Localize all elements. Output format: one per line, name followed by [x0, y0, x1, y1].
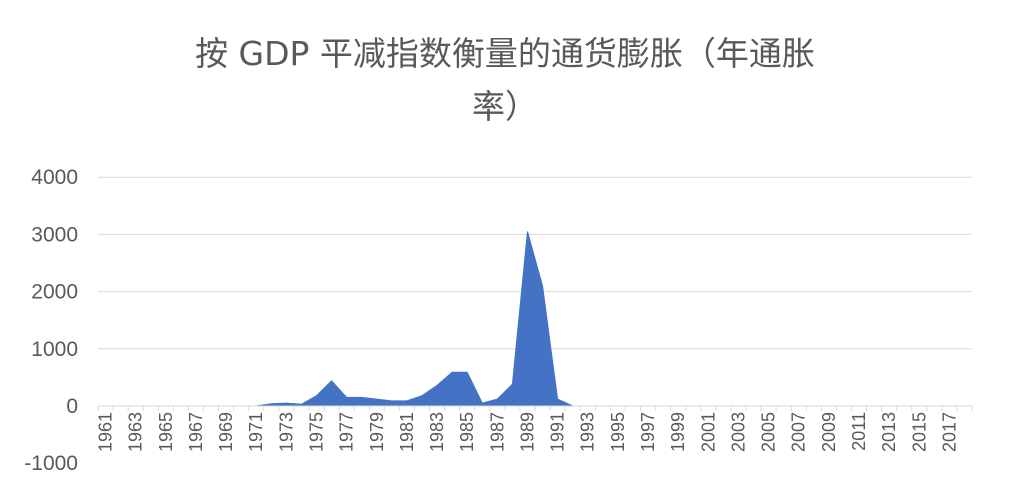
x-tick-label: 1971: [246, 412, 266, 452]
x-tick-label: 1965: [156, 412, 176, 452]
x-tick-label: 2009: [819, 412, 839, 452]
x-tick-label: 1973: [276, 412, 296, 452]
x-tick-label: 2015: [909, 412, 929, 452]
x-tick-label: 1981: [397, 412, 417, 452]
y-tick-label: 2000: [31, 281, 78, 304]
series-area-path: [105, 231, 965, 407]
x-tick-label: 1989: [517, 412, 537, 452]
x-tick-label: 2007: [789, 412, 809, 452]
x-axis: [97, 405, 973, 411]
chart-title-line-2: 率）: [472, 86, 538, 126]
x-tick-label: 1999: [668, 412, 688, 452]
y-axis-ticks: 4000 3000 2000 1000 0 -1000: [24, 166, 78, 475]
x-tick-label: 1987: [487, 412, 507, 452]
x-tick-label: 1985: [457, 412, 477, 452]
y-tick-label: -1000: [24, 452, 78, 475]
x-tick-label: 1997: [638, 412, 658, 452]
x-tick-label: 2001: [698, 412, 718, 452]
x-tick-label: 1969: [216, 412, 236, 452]
x-axis-ticks: 1961 1963 1965 1967 1969 1971 1973 1975 1977 1979…: [96, 412, 960, 452]
y-tick-label: 3000: [31, 223, 78, 246]
y-tick-label: 1000: [31, 338, 78, 361]
y-tick-label: 0: [66, 395, 78, 418]
x-tick-label: 2013: [879, 412, 899, 452]
x-tick-label: 2005: [759, 412, 779, 452]
chart-title: 按 GDP 平减指数衡量的通货膨胀（年通胀 率）: [0, 28, 1010, 134]
chart-title-line-1: 按 GDP 平减指数衡量的通货膨胀（年通胀: [195, 34, 815, 73]
x-tick-label: 1993: [578, 412, 598, 452]
x-tick-label: 1977: [337, 412, 357, 452]
x-tick-label: 1983: [427, 412, 447, 452]
series-area: [105, 231, 965, 407]
x-tick-label: 1967: [186, 412, 206, 452]
x-tick-label: 2003: [728, 412, 748, 452]
x-tick-label: 1975: [307, 412, 327, 452]
x-tick-label: 1961: [96, 412, 116, 452]
x-tick-label: 1991: [548, 412, 568, 452]
y-tick-label: 4000: [31, 166, 78, 189]
x-tick-label: 2017: [939, 412, 959, 452]
x-tick-label: 1963: [126, 412, 146, 452]
x-tick-label: 1979: [367, 412, 387, 452]
x-tick-label: 1995: [608, 412, 628, 452]
x-tick-label: 2011: [849, 412, 869, 451]
